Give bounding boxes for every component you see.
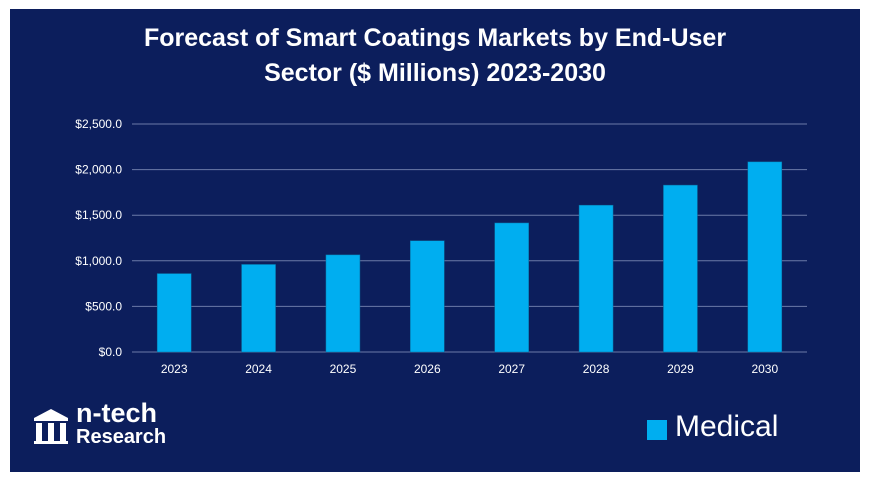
x-tick-label: 2028 (583, 362, 610, 376)
y-tick-label: $2,500.0 (75, 117, 122, 131)
x-tick-label: 2025 (330, 362, 357, 376)
legend-swatch-medical (647, 420, 667, 440)
y-axis-ticks: $0.0 $500.0 $1,000.0 $1,500.0 $2,000.0 $2,500… (75, 117, 122, 359)
bar-2030 (747, 161, 783, 353)
gridlines (132, 123, 807, 353)
bar-2027 (494, 222, 529, 353)
y-tick-label: $2,000.0 (75, 163, 122, 177)
x-tick-label: 2023 (161, 362, 188, 376)
x-tick-label: 2027 (498, 362, 525, 376)
chart-title-line-2: Sector ($ Millions) 2023-2030 (264, 59, 606, 87)
chart-title-line-1: Forecast of Smart Coatings Markets by En… (143, 24, 727, 52)
bars (156, 161, 783, 353)
chart-panel: Forecast of Smart Coatings Markets by En… (10, 9, 860, 472)
bar-2023 (156, 273, 192, 353)
bar-2025 (325, 254, 361, 353)
x-tick-label: 2026 (414, 362, 441, 376)
bar-2024 (241, 264, 276, 353)
y-tick-label: $1,500.0 (75, 208, 122, 222)
x-tick-label: 2030 (751, 362, 778, 376)
brand-subtitle: Research (76, 426, 167, 448)
x-tick-label: 2024 (245, 362, 272, 376)
x-tick-label: 2029 (667, 362, 694, 376)
bar-2028 (578, 204, 614, 353)
x-axis-ticks: 2023 2024 2025 2026 2027 2028 2029 2030 (161, 362, 779, 376)
chart-title: Forecast of Smart Coatings Markets by En… (10, 21, 860, 91)
ntech-logo: n-tech Research (32, 399, 232, 459)
y-tick-label: $1,000.0 (75, 254, 122, 268)
brand-name: n-tech (76, 398, 157, 428)
ntech-logo-icon (34, 409, 68, 444)
y-tick-label: $0.0 (99, 345, 123, 359)
bar-chart: $0.0 $500.0 $1,000.0 $1,500.0 $2,000.0 $2,500… (75, 117, 807, 376)
y-tick-label: $500.0 (85, 299, 122, 313)
bar-2029 (663, 184, 698, 353)
legend-label-medical: Medical (675, 410, 779, 443)
bar-2026 (410, 240, 445, 353)
